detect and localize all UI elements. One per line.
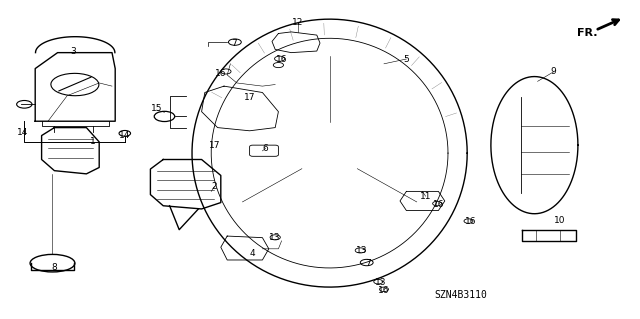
Text: 17: 17 (244, 93, 255, 102)
Text: 16: 16 (215, 69, 227, 78)
Text: 9: 9 (551, 67, 556, 76)
Text: FR.: FR. (577, 28, 598, 39)
Text: 1: 1 (90, 137, 95, 146)
Text: 16: 16 (378, 286, 390, 295)
Text: 13: 13 (375, 278, 387, 287)
Text: 14: 14 (119, 131, 131, 140)
Text: 2: 2 (212, 182, 217, 191)
Text: 10: 10 (554, 216, 566, 225)
Text: 16: 16 (465, 217, 476, 226)
Text: 4: 4 (250, 249, 255, 258)
Text: 14: 14 (17, 128, 28, 137)
Text: 15: 15 (151, 104, 163, 113)
Text: 3: 3 (71, 47, 76, 56)
Text: 8: 8 (52, 263, 57, 272)
Text: 11: 11 (420, 192, 431, 201)
Text: 17: 17 (209, 141, 220, 150)
Text: SZN4B3110: SZN4B3110 (435, 290, 487, 300)
Text: 13: 13 (356, 246, 367, 255)
Text: 12: 12 (292, 18, 303, 27)
Text: 5: 5 (404, 55, 409, 63)
Text: 13: 13 (269, 233, 281, 242)
Text: 7: 7 (231, 39, 236, 48)
Text: 6: 6 (263, 144, 268, 153)
Text: 16: 16 (276, 55, 287, 63)
Text: 16: 16 (433, 200, 444, 209)
Text: 7: 7 (365, 259, 371, 268)
